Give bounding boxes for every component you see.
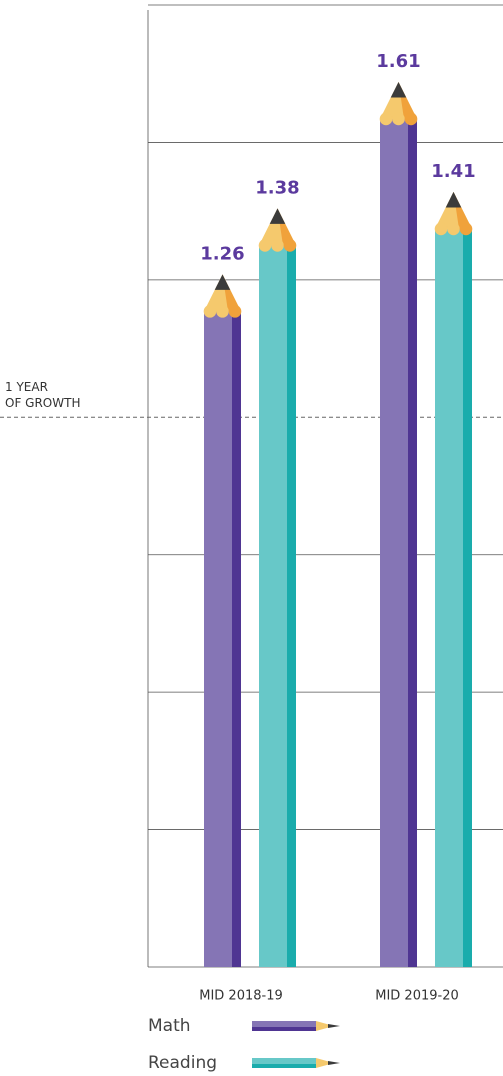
pencil-scallop	[434, 222, 448, 236]
pencil-scallop	[379, 112, 393, 126]
value-label: 1.26	[200, 243, 244, 264]
value-label: 1.61	[376, 51, 420, 72]
legend-lead	[328, 1061, 340, 1065]
value-label: 1.41	[431, 161, 475, 182]
legend-cone	[316, 1058, 334, 1068]
pencil-cone-side	[453, 191, 472, 229]
bar	[203, 274, 242, 967]
legend-cone	[316, 1021, 334, 1031]
pencil-body	[204, 311, 232, 967]
pencil-scallop	[283, 239, 297, 252]
pencil-scallop	[203, 305, 217, 318]
pencil-scallop	[228, 305, 242, 318]
reference-label: OF GROWTH	[5, 396, 80, 410]
x-tick-label: MID 2019-20	[375, 989, 459, 1004]
legend-label: Math	[148, 1016, 191, 1036]
pencil-side	[287, 245, 296, 967]
bar	[379, 81, 418, 967]
pencil-side	[408, 118, 417, 967]
pencil-cone-side	[398, 81, 417, 119]
legend-side	[252, 1064, 316, 1068]
pencil-body	[259, 245, 287, 967]
legend-lead	[328, 1024, 340, 1028]
x-tick-label: MID 2018-19	[199, 989, 283, 1004]
pencil-body	[380, 118, 408, 967]
pencil-lead	[269, 208, 286, 224]
reference-label: 1 YEAR	[5, 380, 48, 394]
pencil-lead	[445, 191, 462, 208]
legend-label: Reading	[148, 1053, 217, 1073]
bar	[258, 208, 297, 967]
pencil-scallop	[404, 112, 418, 126]
pencil-scallop	[459, 222, 473, 236]
legend-body	[252, 1058, 316, 1068]
value-label: 1.38	[255, 177, 299, 198]
pencil-lead	[390, 81, 407, 98]
pencil-scallop	[258, 239, 272, 252]
pencil-cone-side	[277, 208, 296, 246]
pencil-lead	[214, 274, 231, 290]
legend-side	[252, 1027, 316, 1031]
pencil-side	[463, 228, 472, 968]
pencil-body	[435, 228, 463, 968]
pencil-side	[232, 311, 241, 967]
pencil-scallop	[392, 112, 405, 126]
pencil-scallop	[271, 239, 284, 252]
bar	[434, 191, 473, 968]
legend-body	[252, 1021, 316, 1031]
pencil-scallop	[216, 305, 229, 318]
pencil-scallop	[447, 222, 460, 236]
